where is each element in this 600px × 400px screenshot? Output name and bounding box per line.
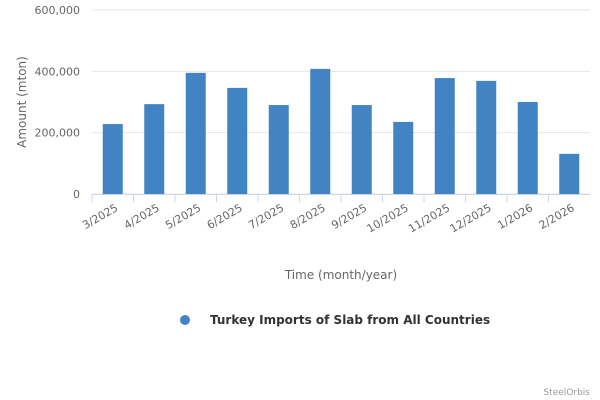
- y-tick-label: 600,000: [35, 4, 81, 17]
- bar: [559, 153, 580, 194]
- legend-marker[interactable]: [180, 315, 190, 325]
- x-tick-label: 11/2025: [406, 201, 452, 235]
- bar: [351, 105, 372, 194]
- x-tick-label: 5/2025: [163, 201, 203, 232]
- x-tick-label: 10/2025: [365, 201, 411, 235]
- bar: [393, 121, 414, 194]
- x-tick-label: 3/2025: [80, 201, 120, 232]
- x-tick-label: 9/2025: [329, 201, 369, 232]
- x-tick-label: 12/2025: [448, 201, 494, 235]
- bar: [434, 78, 455, 194]
- x-tick-label: 8/2025: [288, 201, 328, 232]
- credit[interactable]: SteelOrbis: [543, 388, 590, 398]
- x-tick-label: 4/2025: [122, 201, 162, 232]
- x-tick-label: 2/2026: [537, 201, 577, 232]
- bar: [268, 105, 289, 194]
- bar: [227, 87, 248, 194]
- x-tick-label: 6/2025: [205, 201, 245, 232]
- legend-label[interactable]: Turkey Imports of Slab from All Countrie…: [210, 313, 490, 327]
- y-axis-title: Amount (mton): [15, 56, 29, 148]
- bar: [185, 72, 206, 194]
- x-axis-title: Time (month/year): [284, 268, 397, 282]
- bar: [310, 68, 331, 194]
- y-tick-label: 200,000: [35, 127, 81, 140]
- bar: [476, 80, 497, 194]
- x-tick-label: 7/2025: [246, 201, 286, 232]
- x-tick-label: 1/2026: [495, 201, 535, 232]
- y-tick-label: 0: [73, 188, 80, 201]
- bar: [517, 102, 538, 194]
- bar: [144, 104, 165, 194]
- bar: [102, 124, 123, 194]
- y-tick-label: 400,000: [35, 65, 81, 78]
